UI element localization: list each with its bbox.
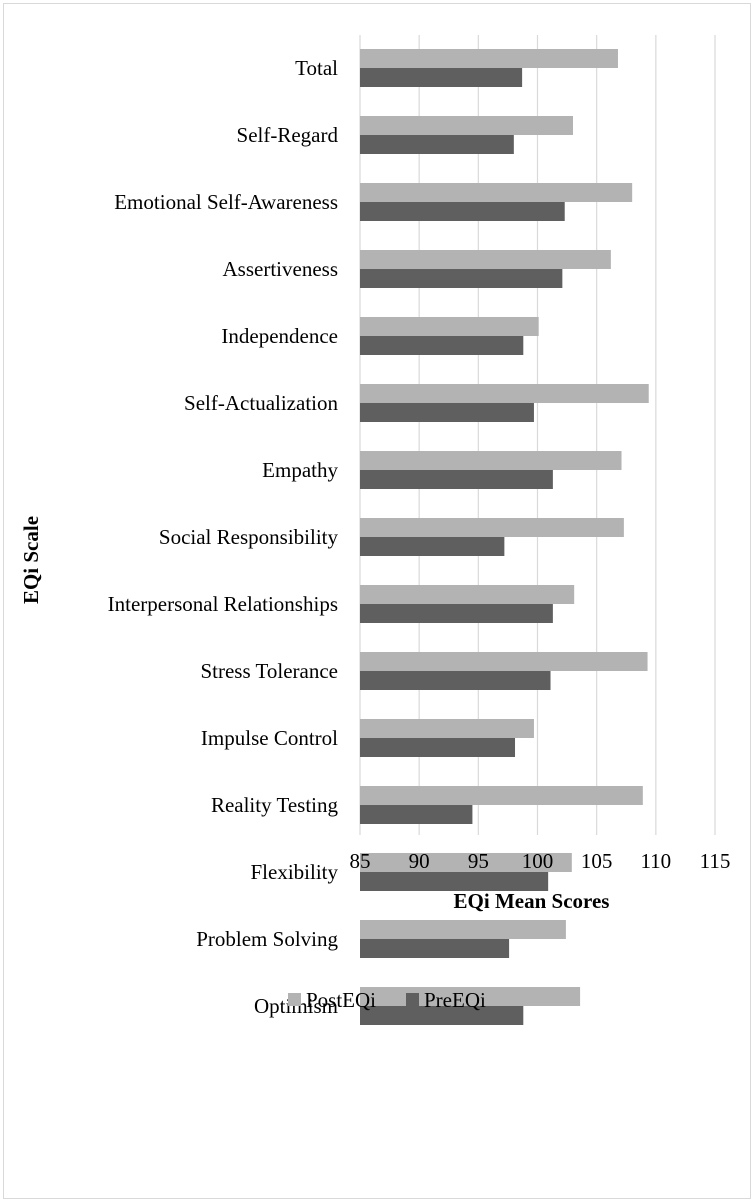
category-label: Interpersonal Relationships [108, 592, 338, 616]
category-label: Assertiveness [223, 257, 338, 281]
x-tick-label: 90 [409, 849, 430, 873]
bar-posteqi [360, 585, 575, 604]
x-tick-label: 95 [468, 849, 489, 873]
x-tick-label: 105 [581, 849, 613, 873]
category-label: Empathy [262, 458, 338, 482]
legend-label-posteqi: PostEQi [306, 988, 376, 1012]
bar-posteqi [360, 719, 534, 738]
category-label: Flexibility [250, 860, 338, 884]
category-label: Self-Regard [237, 123, 339, 147]
bar-posteqi [360, 250, 611, 269]
bar-preeqi [360, 537, 505, 556]
x-tick-label: 85 [350, 849, 371, 873]
bar-posteqi [360, 451, 622, 470]
x-tick-label: 110 [640, 849, 671, 873]
bar-posteqi [360, 518, 624, 537]
category-label: Total [295, 56, 338, 80]
legend-swatch-posteqi [288, 993, 301, 1006]
bar-preeqi [360, 470, 553, 489]
bar-posteqi [360, 786, 643, 805]
bar-posteqi [360, 49, 618, 68]
x-axis-title: EQi Mean Scores [454, 889, 610, 913]
bar-posteqi [360, 853, 572, 872]
bar-preeqi [360, 336, 524, 355]
bar-posteqi [360, 652, 648, 671]
bar-posteqi [360, 317, 539, 336]
bar-preeqi [360, 872, 549, 891]
category-label: Impulse Control [201, 726, 338, 750]
category-label: Stress Tolerance [200, 659, 338, 683]
category-label: Self-Actualization [184, 391, 338, 415]
bar-preeqi [360, 939, 510, 958]
bar-posteqi [360, 116, 573, 135]
legend-label-preeqi: PreEQi [424, 988, 486, 1012]
category-label: Emotional Self-Awareness [114, 190, 338, 214]
y-axis-title: EQi Scale [19, 516, 43, 604]
x-tick-label: 100 [522, 849, 554, 873]
x-tick-label: 115 [700, 849, 731, 873]
bar-preeqi [360, 269, 563, 288]
category-label: Problem Solving [196, 927, 338, 951]
category-label: Reality Testing [211, 793, 339, 817]
bar-preeqi [360, 738, 516, 757]
category-label: Independence [221, 324, 338, 348]
bar-preeqi [360, 403, 534, 422]
bar-posteqi [360, 920, 566, 939]
category-label: Social Responsibility [159, 525, 339, 549]
bar-posteqi [360, 183, 633, 202]
bar-preeqi [360, 135, 514, 154]
legend-swatch-preeqi [406, 993, 419, 1006]
bar-posteqi [360, 384, 649, 403]
bar-preeqi [360, 68, 523, 87]
bar-preeqi [360, 202, 565, 221]
bar-preeqi [360, 671, 551, 690]
bar-preeqi [360, 604, 553, 623]
bar-preeqi [360, 805, 473, 824]
bar-preeqi [360, 1006, 524, 1025]
